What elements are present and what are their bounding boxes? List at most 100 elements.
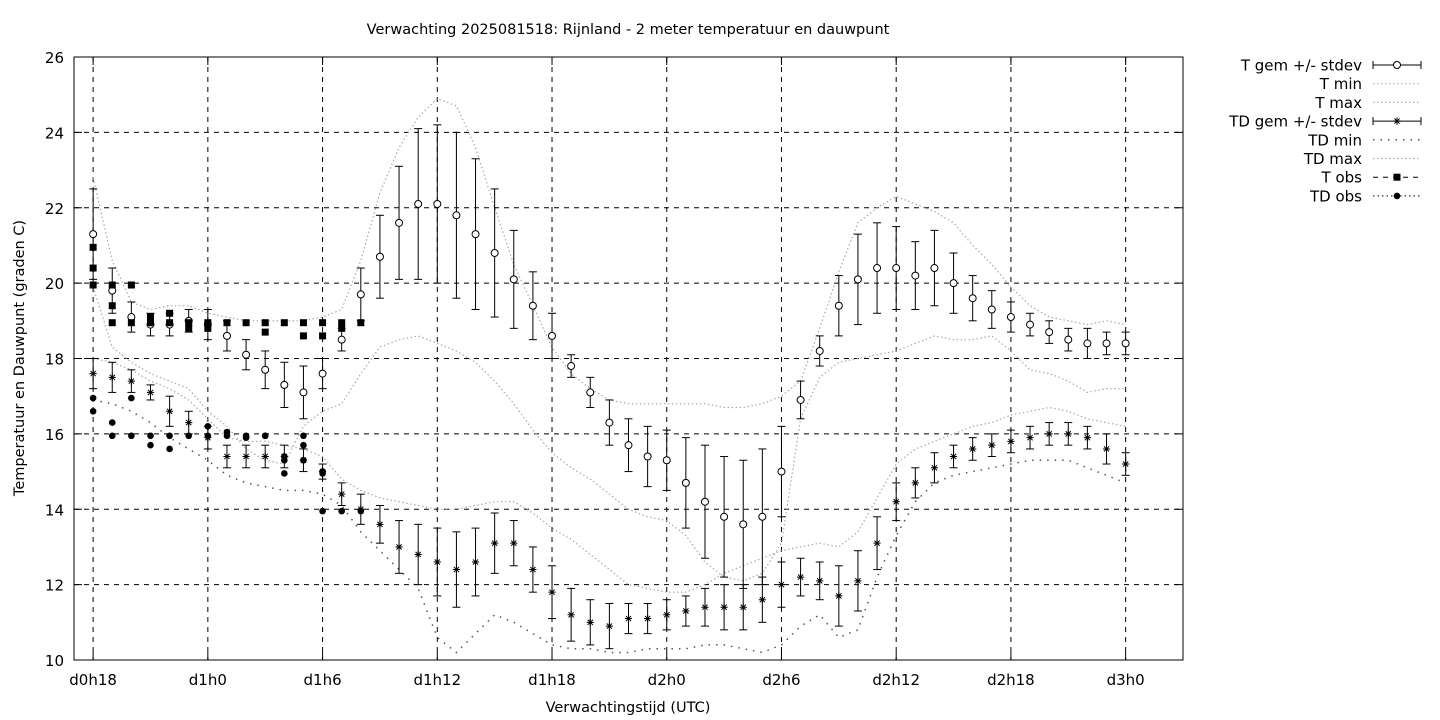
data-point bbox=[1026, 320, 1035, 329]
data-point bbox=[319, 319, 327, 327]
x-tick-label: d1h12 bbox=[413, 671, 461, 689]
legend-item: TD gem +/- stdev bbox=[1228, 113, 1422, 131]
data-point bbox=[567, 362, 576, 371]
data-point bbox=[261, 328, 269, 336]
y-tick-label: 12 bbox=[45, 577, 64, 595]
data-point bbox=[1026, 434, 1034, 442]
data-point bbox=[452, 211, 461, 220]
data-point bbox=[1121, 339, 1130, 348]
data-point bbox=[414, 199, 423, 208]
data-point bbox=[338, 507, 345, 515]
data-point bbox=[185, 418, 193, 427]
legend-label: T max bbox=[1314, 94, 1362, 112]
data-point bbox=[586, 388, 595, 397]
data-point bbox=[1007, 437, 1015, 446]
data-point bbox=[300, 432, 307, 440]
data-point bbox=[815, 346, 824, 355]
data-point bbox=[108, 419, 116, 426]
data-point bbox=[1064, 335, 1073, 344]
data-point bbox=[337, 335, 346, 344]
legend-marker bbox=[1393, 61, 1401, 69]
data-point bbox=[357, 319, 365, 327]
x-tick-label: d2h6 bbox=[762, 671, 800, 689]
legend-item: TD obs bbox=[1309, 187, 1421, 205]
data-point bbox=[280, 319, 288, 327]
series-line bbox=[92, 357, 1126, 593]
data-point bbox=[280, 380, 289, 389]
data-point bbox=[166, 432, 173, 440]
data-point bbox=[338, 490, 346, 498]
data-point bbox=[681, 478, 690, 487]
y-tick-label: 20 bbox=[45, 275, 64, 293]
data-point bbox=[338, 319, 346, 327]
x-axis-label: Verwachtingstijd (UTC) bbox=[546, 700, 711, 716]
series-td-min bbox=[92, 399, 1126, 654]
data-point bbox=[414, 550, 422, 559]
data-point bbox=[605, 622, 613, 630]
data-point bbox=[491, 539, 499, 547]
data-point bbox=[281, 470, 288, 477]
data-point bbox=[548, 588, 556, 596]
y-tick-label: 18 bbox=[45, 351, 64, 369]
data-point bbox=[930, 264, 939, 273]
data-point bbox=[529, 565, 537, 574]
data-point bbox=[376, 520, 384, 528]
data-point bbox=[242, 350, 251, 359]
data-point bbox=[892, 498, 900, 506]
x-tick-label: d0h18 bbox=[69, 671, 117, 689]
data-point bbox=[261, 432, 269, 440]
data-point bbox=[185, 324, 193, 332]
data-point bbox=[185, 319, 193, 327]
data-point bbox=[338, 324, 346, 332]
data-point bbox=[318, 369, 327, 378]
data-point bbox=[204, 423, 212, 430]
data-point bbox=[166, 445, 173, 453]
data-point bbox=[185, 432, 193, 440]
legend-label: TD min bbox=[1307, 131, 1362, 149]
data-point bbox=[128, 394, 135, 402]
data-point bbox=[949, 452, 958, 461]
x-tick-label: d1h6 bbox=[304, 671, 342, 689]
data-point bbox=[127, 377, 135, 385]
series-line bbox=[92, 97, 1126, 409]
data-point bbox=[299, 332, 307, 340]
data-point bbox=[89, 394, 97, 402]
data-point bbox=[261, 365, 270, 374]
data-point bbox=[146, 388, 155, 397]
data-point bbox=[166, 309, 174, 317]
data-point bbox=[854, 577, 862, 585]
data-point bbox=[700, 497, 709, 506]
data-point bbox=[1083, 434, 1091, 442]
legend-label: TD gem +/- stdev bbox=[1228, 113, 1362, 131]
data-point bbox=[299, 319, 307, 327]
legend-item: TD max bbox=[1303, 150, 1421, 168]
data-point bbox=[108, 319, 116, 327]
data-point bbox=[108, 373, 116, 381]
legend-item: T obs bbox=[1321, 169, 1421, 187]
series-layer bbox=[89, 97, 1130, 654]
data-point bbox=[89, 264, 97, 272]
data-point bbox=[1064, 430, 1072, 438]
x-tick-label: d1h18 bbox=[528, 671, 576, 689]
series-t-max bbox=[92, 97, 1126, 409]
data-point bbox=[319, 332, 327, 340]
data-point bbox=[146, 319, 154, 327]
data-point bbox=[835, 592, 843, 600]
legend-item: T max bbox=[1314, 94, 1421, 112]
chart-title: Verwachting 2025081518: Rijnland - 2 met… bbox=[367, 22, 890, 38]
legend-marker bbox=[1393, 192, 1401, 200]
data-point bbox=[1122, 460, 1130, 468]
data-point bbox=[988, 441, 996, 449]
legend-item: T gem +/- stdev bbox=[1240, 57, 1422, 75]
data-point bbox=[873, 539, 881, 547]
data-point bbox=[796, 573, 805, 581]
data-point bbox=[1045, 430, 1053, 438]
data-point bbox=[682, 607, 690, 615]
data-point bbox=[433, 558, 441, 566]
y-axis-label: Temperatuur en Dauwpunt (graden C) bbox=[12, 220, 28, 497]
data-point bbox=[471, 230, 480, 239]
data-point bbox=[356, 290, 365, 299]
x-tick-label: d2h0 bbox=[648, 671, 686, 689]
data-point bbox=[223, 319, 231, 327]
